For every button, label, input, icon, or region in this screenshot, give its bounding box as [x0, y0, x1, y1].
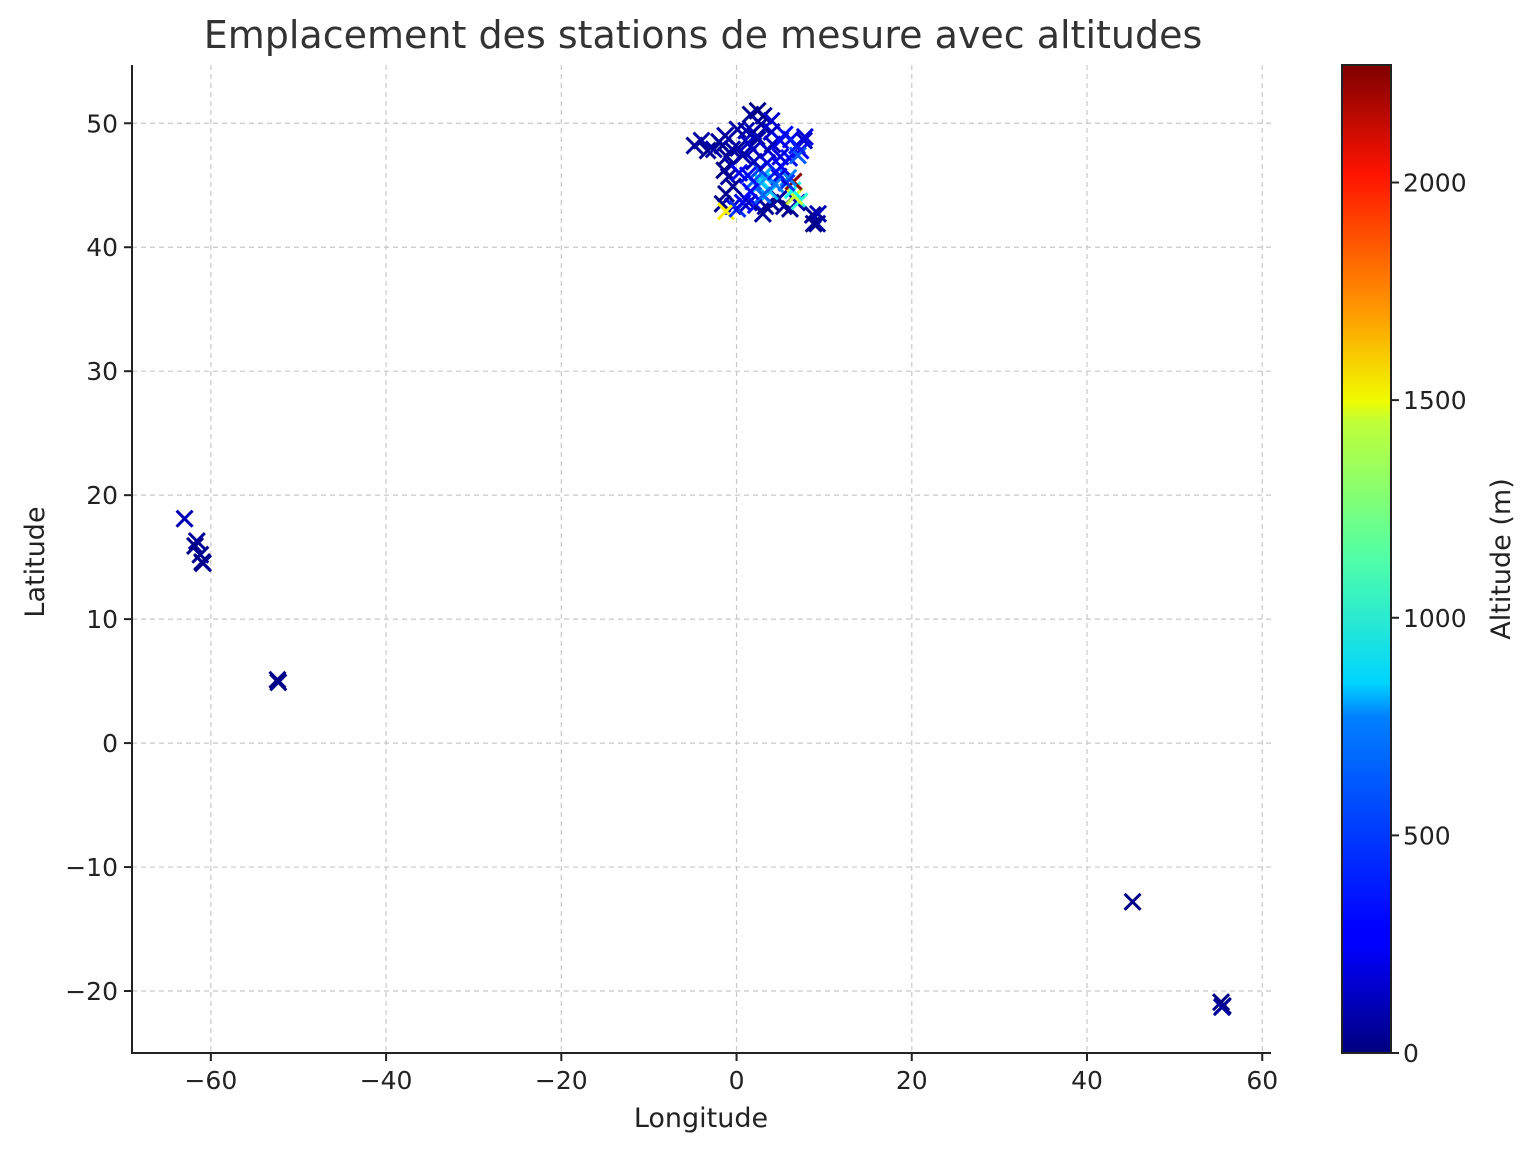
station-marker: [269, 673, 288, 692]
y-tick-label: 30: [86, 357, 118, 386]
station-marker: [730, 163, 749, 182]
station-marker: [772, 157, 791, 176]
chart-title: Emplacement des stations de mesure avec …: [204, 13, 1203, 57]
y-tick-label: 10: [86, 605, 118, 634]
station-marker: [709, 132, 729, 151]
station-marker: [193, 554, 213, 573]
station-marker: [1212, 998, 1231, 1017]
colorbar-tick-label: 1500: [1403, 386, 1467, 415]
station-marker: [186, 536, 205, 556]
grid: [132, 65, 1271, 1053]
station-marker: [795, 127, 814, 146]
station-marker: [728, 120, 747, 139]
x-tick-label: −20: [535, 1066, 588, 1095]
station-marker: [723, 140, 742, 159]
colorbar-label: Altitude (m): [1486, 478, 1517, 639]
station-marker: [175, 509, 194, 528]
y-tick-label: 0: [102, 729, 118, 758]
station-marker: [762, 111, 781, 130]
y-tick-label: 20: [86, 481, 118, 510]
station-marker: [698, 141, 717, 160]
station-marker: [808, 214, 827, 233]
x-tick-label: 60: [1246, 1066, 1278, 1095]
colorbar-gradient: [1341, 64, 1392, 1054]
station-marker: [692, 131, 711, 150]
x-tick-label: 40: [1071, 1066, 1103, 1095]
y-axis-label: Latitude: [20, 506, 51, 617]
station-marker: [187, 531, 206, 551]
station-marker: [733, 146, 752, 165]
x-tick-label: 20: [896, 1066, 928, 1095]
colorbar-tick-label: 500: [1403, 821, 1451, 850]
x-tick-label: −60: [184, 1066, 237, 1095]
station-marker: [738, 134, 757, 153]
colorbar-tick-label: 1000: [1403, 604, 1467, 633]
station-marker: [785, 187, 804, 206]
x-tick-label: 0: [729, 1066, 745, 1095]
station-marker: [804, 214, 823, 233]
x-tick-label: −40: [360, 1066, 413, 1095]
station-marker: [745, 152, 764, 171]
colorbar-tick-label: 0: [1403, 1039, 1419, 1068]
station-marker: [741, 182, 760, 201]
station-marker: [1123, 892, 1142, 911]
y-tick-label: −20: [65, 977, 118, 1006]
axes: −60 −40 −20 0 20 40 60 −20 −10 0 10 20 30 40 50: [65, 65, 1278, 1095]
y-tick-label: 40: [86, 233, 118, 262]
axis-spine: [131, 65, 1271, 1054]
x-axis-label: Longitude: [634, 1103, 768, 1134]
colorbar-tick-label: 2000: [1403, 169, 1467, 198]
y-tick-label: −10: [65, 853, 118, 882]
y-tick-label: 50: [86, 109, 118, 138]
colorbar: 0 500 1000 1500 2000: [1341, 64, 1467, 1068]
station-marker: [752, 115, 771, 134]
station-marker: [719, 167, 738, 186]
data-points: [175, 101, 1232, 1017]
station-marker: [716, 184, 736, 203]
